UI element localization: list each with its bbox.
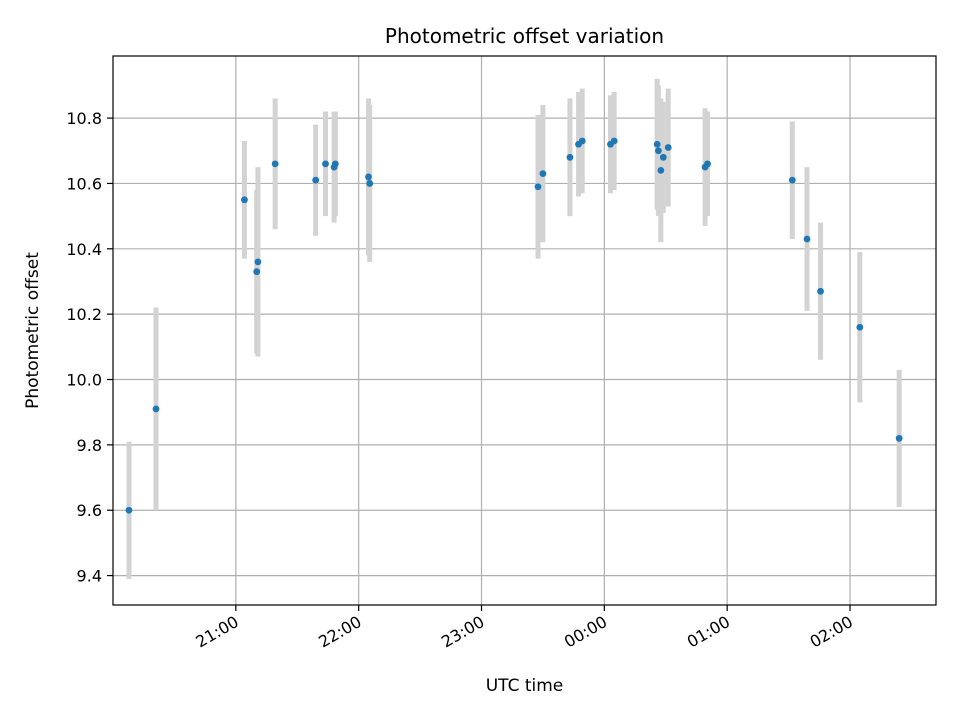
data-point bbox=[312, 176, 320, 184]
plot-area-frame bbox=[112, 55, 937, 606]
data-point bbox=[539, 170, 547, 178]
y-tick-label: 9.6 bbox=[77, 501, 102, 520]
data-point bbox=[610, 137, 618, 145]
data-point bbox=[817, 287, 824, 295]
data-point bbox=[788, 176, 796, 184]
grid bbox=[113, 56, 936, 605]
y-tick-label: 9.4 bbox=[77, 567, 102, 586]
data-point bbox=[566, 153, 574, 161]
y-axis-title: Photometric offset bbox=[23, 252, 43, 409]
data-point bbox=[895, 434, 903, 442]
data-point bbox=[654, 147, 662, 155]
y-tick-label: 9.8 bbox=[77, 436, 102, 455]
y-tick-label: 10.0 bbox=[66, 371, 102, 390]
data-point bbox=[331, 160, 339, 168]
data-point bbox=[322, 160, 329, 168]
data-point bbox=[152, 405, 160, 413]
data-point bbox=[657, 166, 665, 174]
data-point bbox=[803, 235, 811, 243]
data-point bbox=[578, 137, 586, 145]
data-point bbox=[664, 144, 672, 151]
data-point bbox=[366, 180, 374, 187]
y-tick-label: 10.6 bbox=[66, 174, 102, 193]
data-point bbox=[253, 268, 261, 276]
data-point bbox=[704, 160, 711, 168]
data-point bbox=[659, 153, 667, 161]
data-point bbox=[534, 183, 542, 191]
y-tick-label: 10.8 bbox=[66, 109, 102, 128]
data-point bbox=[653, 140, 661, 148]
chart-title: Photometric offset variation bbox=[385, 24, 664, 48]
data-points bbox=[125, 137, 903, 514]
y-tick-label: 10.4 bbox=[66, 240, 102, 259]
data-point bbox=[125, 506, 133, 514]
data-point bbox=[254, 258, 262, 266]
data-point bbox=[271, 160, 279, 168]
data-point bbox=[365, 173, 372, 181]
data-point bbox=[856, 323, 864, 331]
x-axis-title: UTC time bbox=[486, 676, 564, 696]
data-point bbox=[241, 196, 248, 204]
y-tick-label: 10.2 bbox=[66, 305, 102, 324]
